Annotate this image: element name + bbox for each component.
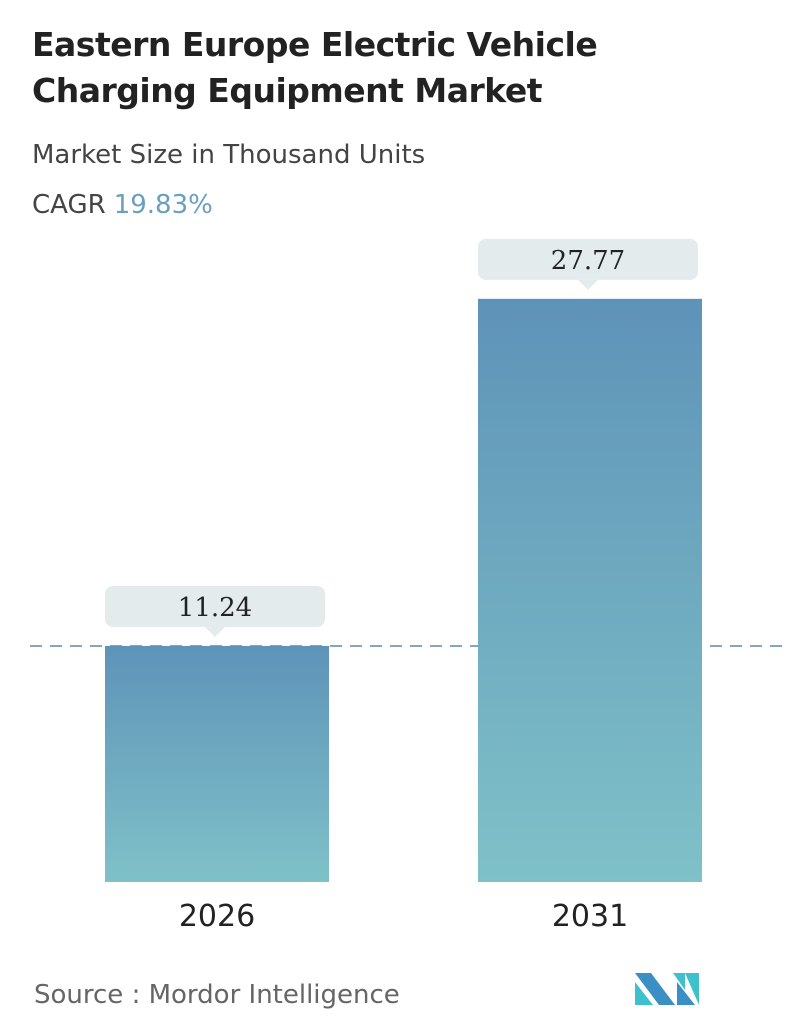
chart-subtitle: Market Size in Thousand Units	[32, 140, 426, 170]
mordor-intelligence-logo-icon	[635, 973, 699, 1005]
bar-2026	[105, 645, 329, 882]
cagr-label: CAGR	[32, 190, 106, 220]
data-label-pointer-2026	[205, 626, 225, 637]
x-tick-label-2031: 2031	[552, 899, 628, 934]
x-tick-label-2026: 2026	[179, 899, 255, 934]
data-label-box-2026	[105, 585, 325, 627]
bar-2031	[478, 298, 702, 883]
cagr-value: 19.83%	[113, 190, 213, 220]
source-text: Source : Mordor Intelligence	[34, 980, 400, 1010]
chart-title: Eastern Europe Electric Vehicle Charging…	[32, 25, 598, 110]
cagr: CAGR 19.83%	[32, 190, 213, 220]
data-label-pointer-2031	[578, 279, 598, 290]
data-label-box-2031	[478, 238, 698, 280]
data-label-2026: 11.24	[178, 593, 252, 623]
data-label-2031: 27.77	[551, 246, 625, 276]
